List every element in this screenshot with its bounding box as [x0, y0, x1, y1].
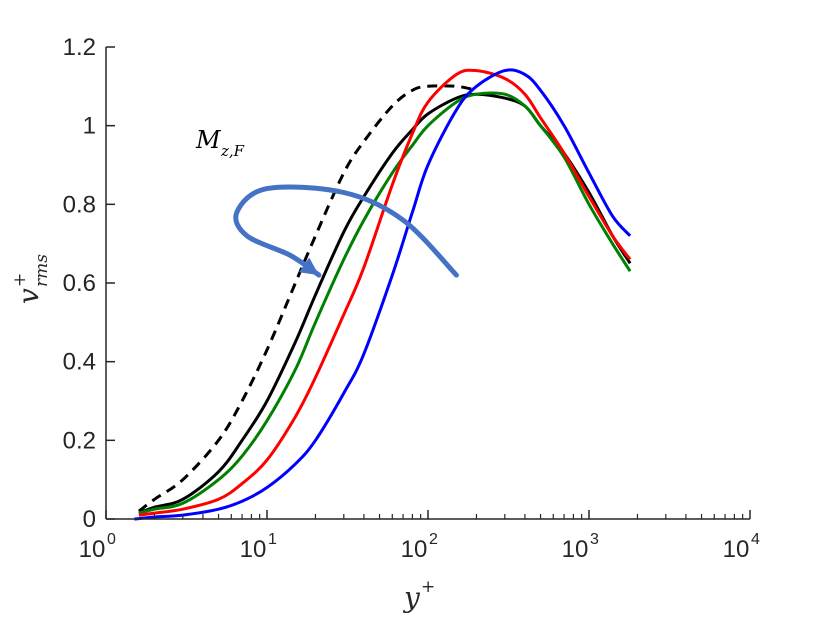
y-tick-label: 1.2 — [63, 34, 96, 61]
y-tick-label: 0 — [83, 506, 96, 533]
annotation-label-base: M — [195, 126, 222, 154]
x-tick-label: 10 — [723, 536, 750, 563]
x-tick-label-exponent: 0 — [107, 531, 116, 548]
x-tick-label-exponent: 4 — [751, 531, 760, 548]
annotation-label-sub: z,F — [220, 142, 245, 160]
x-tick-label-exponent: 3 — [590, 531, 599, 548]
x-axis-title: y + — [402, 577, 435, 614]
axes-layer: 10 0 10 1 10 2 10 3 10 400.20.40.60.811.2 — [63, 34, 760, 563]
series-line-blue — [134, 68, 632, 521]
y-axis-title-base: v — [12, 288, 45, 304]
x-tick-label: 10 — [79, 536, 106, 563]
series-line-red — [138, 68, 632, 517]
y-axis-title-sub: rms — [32, 254, 52, 287]
y-tick-label: 0.4 — [63, 349, 96, 376]
x-tick-label-exponent: 2 — [429, 531, 438, 548]
y-tick-label: 0.8 — [63, 191, 96, 218]
x-tick-label: 10 — [562, 536, 589, 563]
annotation-arrow-head — [298, 257, 319, 276]
y-tick-label: 0.2 — [63, 427, 96, 454]
y-tick-label: 1 — [83, 113, 96, 140]
x-axis-title-sup: + — [421, 577, 435, 597]
annotation-label: M z,F — [195, 126, 245, 160]
y-tick-label: 0.6 — [63, 270, 96, 297]
x-tick-label: 10 — [240, 536, 267, 563]
annotation-layer — [233, 184, 459, 278]
x-tick-label: 10 — [401, 536, 428, 563]
series-layer — [134, 68, 632, 521]
y-axis-title-sup: + — [10, 273, 30, 287]
y-axis-title: v + rms — [10, 254, 52, 304]
series-line-dashed-black — [138, 84, 477, 513]
series-line-green — [138, 91, 632, 515]
series-line-black — [138, 92, 632, 515]
x-axis-title-base: y — [402, 581, 421, 614]
annotation-arrow-curve — [233, 184, 459, 278]
x-tick-label-exponent: 1 — [268, 531, 277, 548]
